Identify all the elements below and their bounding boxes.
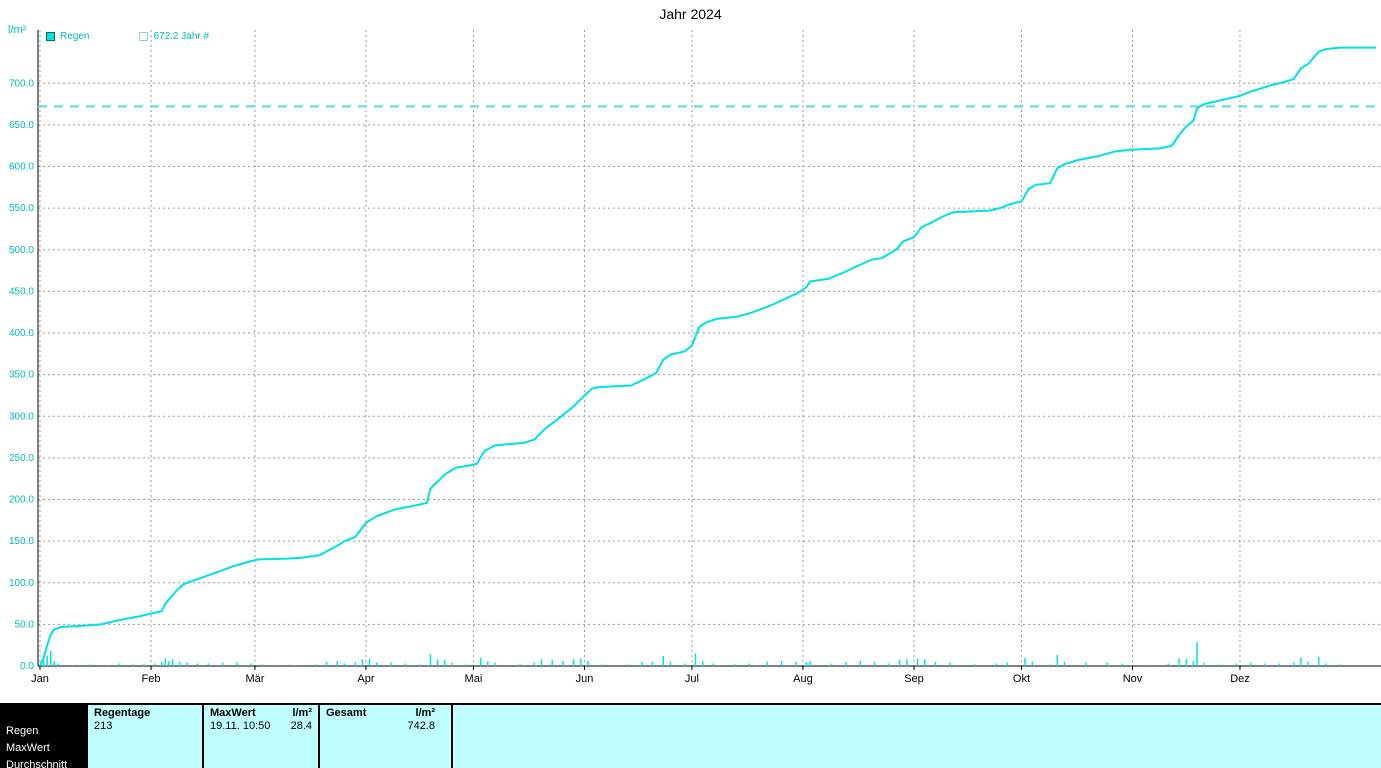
reference-line-swatch-icon xyxy=(139,32,149,41)
maxwert-timestamp: 19.11. 10:50 xyxy=(210,720,271,732)
summary-cell-maxwert: MaxWert l/m² 19.11. 10:50 28.4 xyxy=(204,705,318,768)
svg-text:Mai: Mai xyxy=(465,673,483,685)
maxwert-value: 28.4 xyxy=(290,720,312,732)
row-label-regen: Regen xyxy=(6,725,39,737)
maxwert-unit: l/m² xyxy=(292,707,312,719)
svg-text:550.0: 550.0 xyxy=(9,203,34,214)
maxwert-header: MaxWert xyxy=(210,707,256,719)
svg-text:350.0: 350.0 xyxy=(9,370,34,381)
regentage-value: 213 xyxy=(94,720,113,732)
svg-text:Okt: Okt xyxy=(1013,673,1030,685)
summary-table-bar: Regen MaxWert Durchschnitt Regentage 213… xyxy=(0,703,1381,768)
svg-text:450.0: 450.0 xyxy=(9,286,34,297)
svg-text:Apr: Apr xyxy=(357,673,374,685)
svg-text:200.0: 200.0 xyxy=(9,495,34,506)
summary-table: Regentage 213 MaxWert l/m² 19.11. 10:50 … xyxy=(88,703,1381,768)
svg-text:150.0: 150.0 xyxy=(9,536,34,547)
regentage-header: Regentage xyxy=(94,707,151,719)
svg-text:250.0: 250.0 xyxy=(9,453,34,464)
y-axis-unit-label: l/m² xyxy=(8,24,27,36)
legend-item-yearly-reference: 672.2 Jahr # xyxy=(139,31,209,42)
svg-text:Jun: Jun xyxy=(576,673,594,685)
svg-text:Sep: Sep xyxy=(904,673,924,685)
svg-text:400.0: 400.0 xyxy=(9,328,34,339)
svg-text:Dez: Dez xyxy=(1230,673,1250,685)
svg-text:Jan: Jan xyxy=(31,673,49,685)
chart-legend: Regen 672.2 Jahr # xyxy=(46,31,209,42)
summary-cell-regentage: Regentage 213 xyxy=(88,705,202,768)
svg-text:Aug: Aug xyxy=(793,673,813,685)
svg-text:Feb: Feb xyxy=(142,673,161,685)
svg-text:650.0: 650.0 xyxy=(9,120,34,131)
svg-text:Nov: Nov xyxy=(1123,673,1143,685)
svg-text:100.0: 100.0 xyxy=(9,578,34,589)
svg-text:Jul: Jul xyxy=(685,673,699,685)
svg-text:Mär: Mär xyxy=(245,673,264,685)
chart-title: Jahr 2024 xyxy=(659,6,722,22)
legend-item-regen: Regen xyxy=(46,31,89,42)
summary-row-labels: Regen MaxWert Durchschnitt xyxy=(0,703,88,768)
gesamt-unit: l/m² xyxy=(415,707,435,719)
svg-text:300.0: 300.0 xyxy=(9,411,34,422)
svg-text:0.0: 0.0 xyxy=(20,661,34,672)
legend-label-regen: Regen xyxy=(60,31,90,42)
svg-text:700.0: 700.0 xyxy=(9,78,34,89)
summary-cell-empty xyxy=(453,705,1381,768)
legend-label-yearly-reference: 672.2 Jahr # xyxy=(153,31,210,42)
regen-series-swatch-icon xyxy=(46,32,55,41)
summary-cell-gesamt: Gesamt l/m² 742.8 xyxy=(320,705,451,768)
row-label-maxwert: MaxWert xyxy=(6,742,50,754)
svg-text:50.0: 50.0 xyxy=(15,619,35,630)
gesamt-value: 742.8 xyxy=(407,720,435,732)
svg-text:600.0: 600.0 xyxy=(9,162,34,173)
svg-text:500.0: 500.0 xyxy=(9,245,34,256)
gesamt-header: Gesamt xyxy=(326,707,367,719)
row-label-durchschnitt: Durchschnitt xyxy=(6,759,68,768)
rain-cumulative-chart: 0.0 50.0 100.0 150.0 200.0 250.0 300.0 350.0 400… xyxy=(9,30,1381,685)
